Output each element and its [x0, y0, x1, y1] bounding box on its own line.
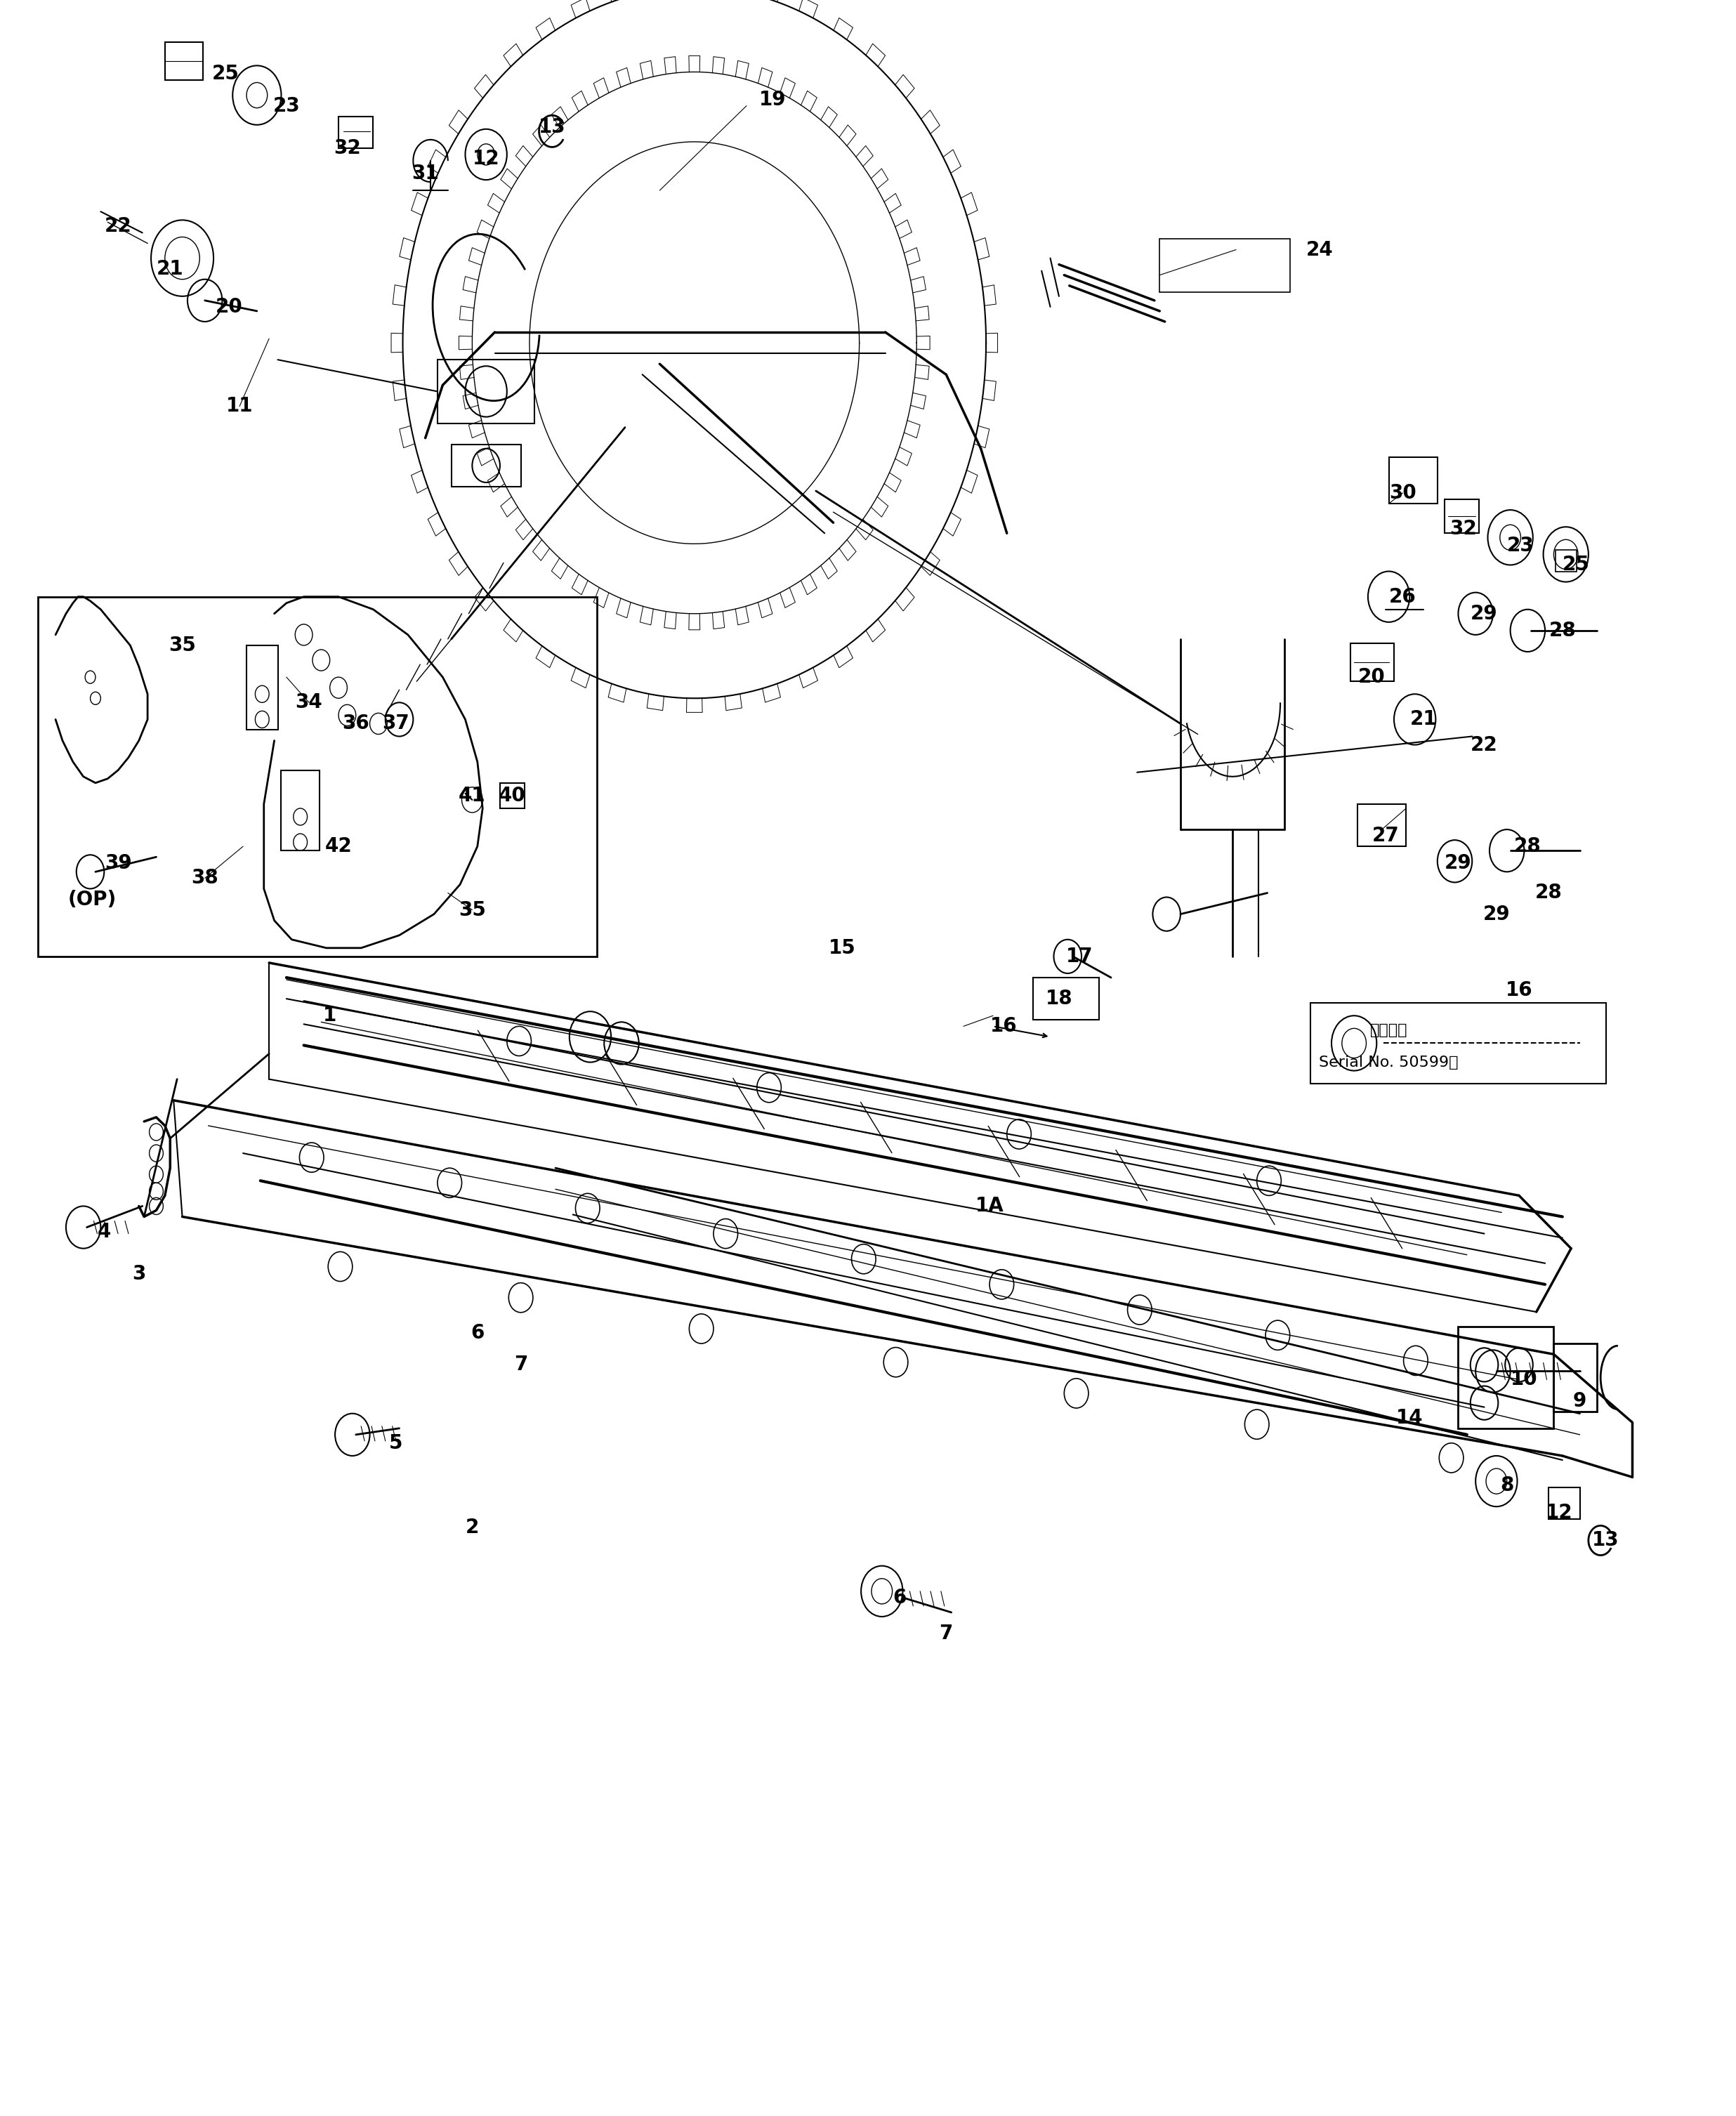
- Bar: [247, 645, 278, 730]
- Text: 39: 39: [104, 853, 132, 874]
- Bar: [1358, 804, 1406, 846]
- Text: 40: 40: [498, 785, 526, 806]
- Bar: [1351, 643, 1394, 681]
- Text: 20: 20: [215, 296, 243, 317]
- Text: 2: 2: [465, 1517, 479, 1538]
- Text: 5: 5: [389, 1433, 403, 1454]
- Text: 14: 14: [1396, 1407, 1424, 1428]
- Text: 23: 23: [1507, 535, 1535, 557]
- Text: 6: 6: [892, 1587, 906, 1608]
- Text: 27: 27: [1371, 825, 1399, 846]
- Bar: [1554, 1344, 1597, 1411]
- Text: 1A: 1A: [976, 1196, 1003, 1217]
- Bar: [1444, 499, 1479, 533]
- Bar: [437, 360, 535, 423]
- Text: 通用引機: 通用引機: [1370, 1024, 1408, 1037]
- Text: 28: 28: [1514, 836, 1542, 857]
- Text: 26: 26: [1389, 586, 1417, 607]
- Bar: [1160, 239, 1290, 292]
- Text: 7: 7: [514, 1354, 528, 1375]
- Text: (OP): (OP): [68, 889, 116, 910]
- Text: Serial No. 50599〜: Serial No. 50599〜: [1319, 1056, 1458, 1069]
- Bar: [451, 444, 521, 487]
- Text: 29: 29: [1470, 603, 1498, 624]
- Text: 28: 28: [1549, 620, 1576, 641]
- Text: 37: 37: [382, 713, 410, 734]
- Text: 22: 22: [1470, 734, 1498, 755]
- Text: 21: 21: [156, 258, 184, 279]
- Bar: [281, 770, 319, 851]
- Bar: [165, 42, 203, 80]
- Text: 22: 22: [104, 216, 132, 237]
- Text: 13: 13: [538, 116, 566, 138]
- Text: 1: 1: [323, 1005, 337, 1026]
- Text: 18: 18: [1045, 988, 1073, 1009]
- Text: 23: 23: [273, 95, 300, 116]
- Text: 6: 6: [470, 1322, 484, 1344]
- Text: 24: 24: [1305, 239, 1333, 260]
- Bar: [38, 597, 597, 956]
- Text: 8: 8: [1500, 1475, 1514, 1496]
- Text: 12: 12: [472, 148, 500, 169]
- Text: 11: 11: [226, 396, 253, 417]
- Text: 32: 32: [1450, 518, 1477, 540]
- Text: 12: 12: [1545, 1502, 1573, 1524]
- Text: 16: 16: [1505, 980, 1533, 1001]
- Text: 19: 19: [759, 89, 786, 110]
- Text: 13: 13: [1592, 1530, 1620, 1551]
- Text: 29: 29: [1444, 853, 1472, 874]
- Text: 28: 28: [1535, 882, 1562, 904]
- Text: 25: 25: [1562, 554, 1590, 576]
- Text: 31: 31: [411, 163, 439, 184]
- Text: 41: 41: [458, 785, 486, 806]
- Bar: [1549, 1488, 1580, 1519]
- Text: 20: 20: [1358, 667, 1385, 688]
- Text: 30: 30: [1389, 482, 1417, 504]
- Bar: [1458, 1327, 1554, 1428]
- Text: 16: 16: [990, 1016, 1017, 1037]
- Text: 29: 29: [1483, 904, 1510, 925]
- Text: 15: 15: [828, 937, 856, 959]
- Bar: [1311, 1003, 1606, 1083]
- Text: 32: 32: [333, 138, 361, 159]
- Bar: [1389, 457, 1437, 504]
- Bar: [1033, 978, 1099, 1020]
- Text: 38: 38: [191, 868, 219, 889]
- Text: 34: 34: [295, 692, 323, 713]
- Text: 21: 21: [1410, 709, 1437, 730]
- Text: 35: 35: [458, 899, 486, 920]
- Text: 10: 10: [1510, 1369, 1538, 1390]
- Bar: [500, 783, 524, 808]
- Text: 7: 7: [939, 1623, 953, 1644]
- Text: 36: 36: [342, 713, 370, 734]
- Text: 17: 17: [1066, 946, 1094, 967]
- Text: 4: 4: [97, 1221, 111, 1242]
- Bar: [1555, 550, 1576, 571]
- Text: 3: 3: [132, 1263, 146, 1284]
- Text: 42: 42: [325, 836, 352, 857]
- Text: 25: 25: [212, 63, 240, 85]
- Text: 9: 9: [1573, 1390, 1587, 1411]
- Bar: [339, 116, 373, 148]
- Text: 35: 35: [168, 635, 196, 656]
